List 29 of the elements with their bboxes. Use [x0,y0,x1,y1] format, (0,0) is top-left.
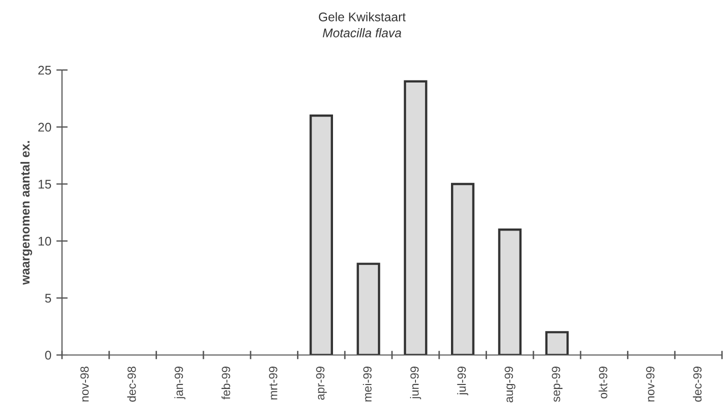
x-tick-label: apr-99 [316,366,327,400]
bar [310,114,334,355]
x-tick-label: jun-99 [410,366,422,400]
x-tick-label: jan-99 [174,366,186,400]
y-tick-label: 25 [38,66,52,75]
x-tick-label: jul-99 [457,366,468,396]
y-tick-label: 5 [45,294,52,303]
x-tick-label: okt-99 [598,366,608,398]
bar [498,228,522,355]
x-tick-label: nov-99 [646,366,654,402]
y-tick-label: 15 [38,180,52,189]
x-tick-label: dec-98 [127,366,136,402]
y-tick-label: 0 [45,350,52,360]
x-tick-label: nov-98 [80,366,89,402]
x-tick-label: feb-99 [221,366,230,400]
x-tick-label: mei-99 [362,366,372,402]
x-tick-label: mrt-99 [268,366,278,400]
x-tick-label: aug-99 [504,366,516,402]
chart-title: Gele Kwikstaart [318,12,406,22]
chart-subtitle: Motacilla flava [322,28,402,38]
x-tick-label: sep-99 [552,366,562,402]
x-tick-label: dec-99 [692,366,702,402]
bar [404,80,428,355]
bar [545,331,569,355]
y-axis-title: waargenomen aantal ex. [20,141,32,285]
bar [356,262,380,355]
y-tick-label: 10 [38,236,52,246]
bar [450,182,474,355]
y-tick-label: 20 [38,122,52,132]
